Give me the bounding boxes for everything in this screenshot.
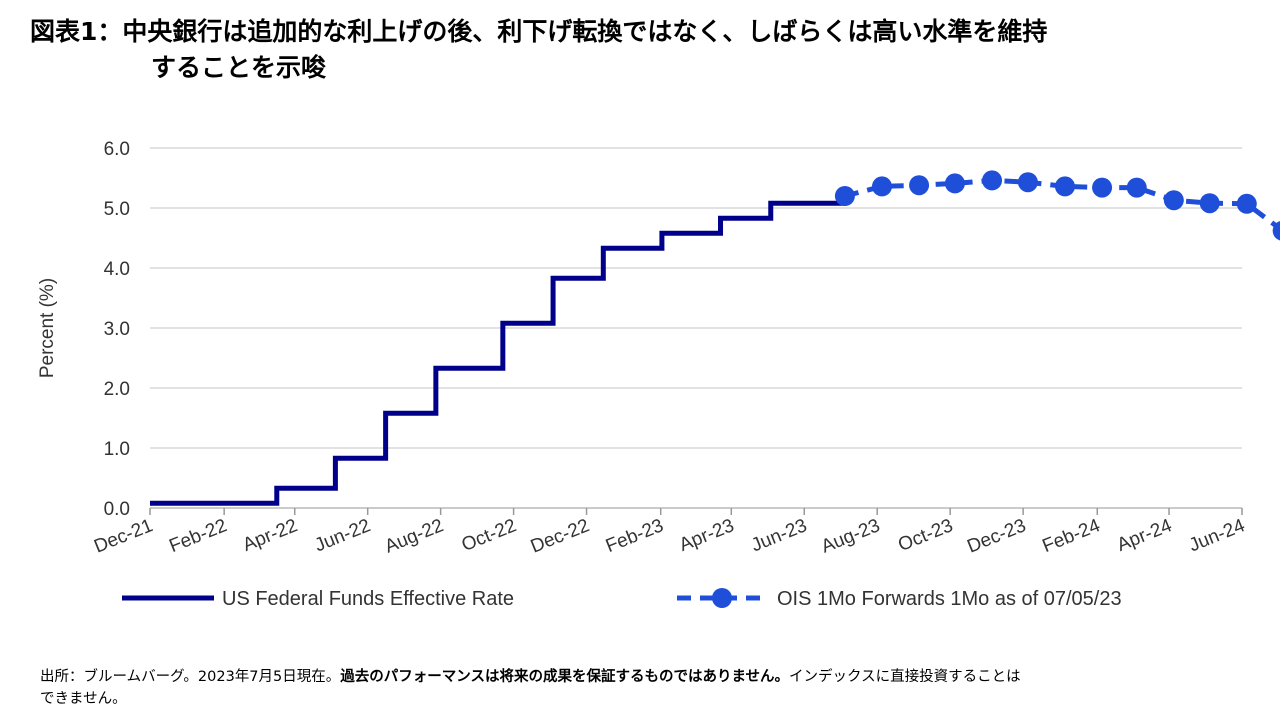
x-tick-label: Feb-23: [603, 515, 667, 557]
x-tick-label: Dec-23: [964, 515, 1029, 557]
footnote-index-note: インデックスに直接投資することは: [789, 669, 1021, 685]
y-tick-label: 0.0: [104, 499, 130, 520]
footnote-disclaimer: 過去のパフォーマンスは将来の成果を保証するものではありません。: [340, 669, 790, 685]
y-tick-label: 2.0: [104, 379, 130, 400]
x-tick-label: Aug-23: [818, 515, 883, 557]
ois-forward-point: [1163, 190, 1184, 211]
ois-forward-point: [1092, 177, 1113, 198]
ois-forward-point: [871, 176, 892, 197]
ois-forward-point: [909, 175, 930, 196]
x-tick-label: Feb-22: [166, 515, 230, 557]
y-axis-label: Percent (%): [37, 278, 58, 378]
ois-forward-point: [834, 186, 855, 206]
footnote-line-2: できません。: [40, 691, 127, 707]
source-footnote: 出所：ブルームバーグ。2023年7月5日現在。過去のパフォーマンスは将来の成果を…: [40, 666, 1240, 710]
legend-label-ois: OIS 1Mo Forwards 1Mo as of 07/05/23: [777, 588, 1122, 610]
y-tick-label: 3.0: [104, 319, 130, 340]
y-tick-label: 5.0: [104, 199, 130, 220]
x-tick-label: Dec-22: [528, 515, 593, 557]
y-tick-label: 6.0: [104, 139, 130, 160]
x-tick-label: Feb-24: [1039, 515, 1103, 557]
ois-forward-point: [1272, 221, 1280, 241]
title-line-2: することを示唆: [151, 53, 327, 82]
ois-forward-point: [1126, 177, 1147, 198]
ois-forward-point: [1199, 193, 1220, 214]
ois-forward-point: [944, 173, 965, 194]
ois-forward-point: [1017, 172, 1038, 193]
y-tick-label: 1.0: [104, 439, 130, 460]
x-tick-label: Aug-22: [382, 515, 447, 557]
y-tick-label: 4.0: [104, 259, 130, 280]
legend-label-fed-funds: US Federal Funds Effective Rate: [222, 588, 514, 610]
x-tick-label: Apr-23: [676, 515, 737, 556]
ois-forward-point: [1236, 193, 1257, 214]
x-tick-label: Oct-22: [459, 515, 520, 556]
x-tick-label: Jun-22: [312, 515, 374, 556]
x-tick-label: Dec-21: [91, 515, 156, 557]
x-tick-label: Jun-23: [748, 515, 810, 556]
chart-title: 図表1：中央銀行は追加的な利上げの後、利下げ転換ではなく、しばらくは高い水準を維…: [30, 14, 1260, 86]
x-tick-label: Apr-24: [1114, 515, 1175, 556]
fed-funds-line: [150, 200, 845, 506]
ois-forward-point: [1054, 176, 1075, 197]
x-tick-label: Apr-22: [240, 515, 301, 556]
y-axis: 0.0 1.0 2.0 3.0 4.0 5.0 6.0 Percent (%): [37, 139, 130, 520]
x-axis: Dec-21 Feb-22 Apr-22 Jun-22 Aug-22 Oct-22 Dec-…: [91, 507, 1248, 558]
series-layer: [150, 170, 1280, 506]
footnote-source: 出所：ブルームバーグ。2023年7月5日現在。: [40, 669, 341, 685]
legend: US Federal Funds Effective Rate OIS 1Mo F…: [122, 588, 1122, 610]
x-tick-label: Jun-24: [1186, 515, 1248, 556]
title-line-1: 図表1：中央銀行は追加的な利上げの後、利下げ転換ではなく、しばらくは高い水準を維…: [30, 17, 1048, 46]
gridlines: [150, 147, 1242, 509]
ois-forward-point: [982, 170, 1003, 191]
x-tick-label: Oct-23: [895, 515, 956, 556]
legend-marker-ois: [712, 588, 732, 608]
